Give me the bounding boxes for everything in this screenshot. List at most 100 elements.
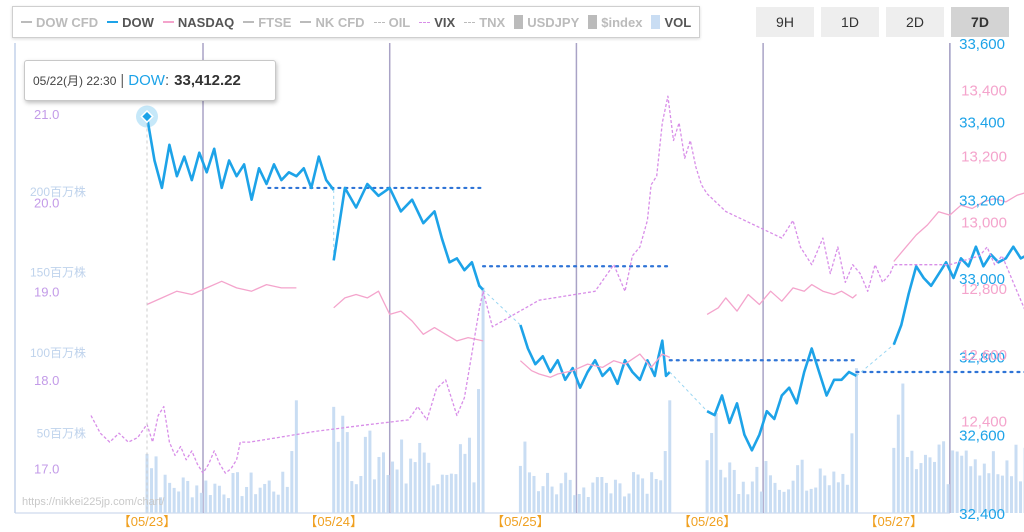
volume-bar <box>773 482 777 513</box>
volume-bar <box>258 487 262 513</box>
legend-item-index[interactable]: $index <box>588 15 642 30</box>
volume-bar <box>732 469 736 513</box>
volume-bar <box>431 485 435 513</box>
vix-axis-tick-label: 18.0 <box>34 373 59 388</box>
volume-bar <box>532 475 536 513</box>
x-axis-date-label: 【05/23】 <box>118 514 177 529</box>
legend-swatch <box>243 21 255 23</box>
dow-axis-tick-label: 33,000 <box>959 271 1005 288</box>
range-buttons: 9H 1D 2D 7D <box>756 7 1016 37</box>
volume-bar <box>933 461 937 513</box>
volume-bar <box>663 451 667 513</box>
volume-bar <box>654 478 658 513</box>
legend-label: NASDAQ <box>177 14 235 30</box>
volume-bar <box>714 413 718 513</box>
volume-bar <box>600 476 604 513</box>
volume-bar <box>208 495 212 513</box>
volume-bar <box>827 485 831 513</box>
range-button-9h[interactable]: 9H <box>756 7 814 37</box>
volume-bar <box>336 441 340 513</box>
legend-item-dow[interactable]: DOW <box>107 15 154 30</box>
volume-bar <box>231 473 235 513</box>
volume-bar <box>1005 460 1009 513</box>
volume-bar <box>272 491 276 513</box>
volume-bar <box>586 497 590 513</box>
volume-bar <box>896 414 900 513</box>
volume-bar <box>627 493 631 513</box>
volume-bar <box>555 494 559 513</box>
dow-axis-tick-label: 33,200 <box>959 193 1005 210</box>
nasdaq-line-session <box>893 192 1024 262</box>
legend-swatch <box>588 15 598 29</box>
volume-bar <box>285 486 289 513</box>
legend-swatch <box>21 21 32 23</box>
volume-bar <box>746 494 750 513</box>
range-button-7d[interactable]: 7D <box>951 7 1009 37</box>
dow-axis-tick-label: 32,600 <box>959 428 1005 445</box>
volume-bar <box>964 450 968 513</box>
volume-bar <box>845 484 849 513</box>
volume-bar <box>1000 475 1004 513</box>
volume-bar <box>568 479 572 513</box>
dow-line-session <box>145 116 335 201</box>
volume-bar <box>814 487 818 513</box>
volume-bar <box>668 400 672 513</box>
legend-item-nkcfd[interactable]: NK CFD <box>300 15 365 30</box>
volume-bar <box>901 383 905 513</box>
legend-item-oil[interactable]: OIL <box>373 15 410 30</box>
volume-bar <box>467 437 471 513</box>
nasdaq-axis-tick-label: 12,800 <box>961 281 1007 298</box>
volume-bar <box>523 441 527 513</box>
dow-line-session <box>519 324 671 389</box>
legend-item-nasdaq[interactable]: NASDAQ <box>162 14 235 30</box>
volume-bar <box>186 480 190 513</box>
volume-bar <box>832 471 836 513</box>
volume-bar <box>445 474 449 513</box>
legend-item-dowcfd[interactable]: DOW CFD <box>21 15 98 30</box>
volume-bar <box>458 444 462 513</box>
legend-swatch <box>514 15 524 29</box>
volume-bar <box>928 457 932 513</box>
volume-bar <box>404 483 408 513</box>
volume-bar <box>294 400 298 513</box>
range-button-1d[interactable]: 1D <box>821 7 879 37</box>
nasdaq-axis-tick-label: 13,400 <box>961 82 1007 99</box>
volume-bar <box>582 487 586 513</box>
volume-bar <box>427 462 431 513</box>
volume-bar <box>937 444 941 513</box>
volume-bar <box>892 447 896 513</box>
volume-bar <box>281 471 285 513</box>
volume-bar <box>477 389 481 513</box>
volume-bar <box>645 493 649 513</box>
legend-item-tnx[interactable]: TNX <box>464 15 505 30</box>
volume-bar <box>750 481 754 513</box>
volume-bar <box>226 498 230 513</box>
volume-bar <box>217 485 221 513</box>
volume-bar <box>836 482 840 513</box>
volume-bar <box>632 472 636 513</box>
x-axis-date-label: 【05/24】 <box>304 514 363 529</box>
legend-item-vix[interactable]: VIX <box>419 15 455 30</box>
volume-bar <box>254 494 258 513</box>
volume-bar <box>236 472 240 513</box>
legend-item-vol[interactable]: VOL <box>651 15 691 30</box>
volume-bar <box>791 480 795 513</box>
dow-line-session <box>706 347 858 452</box>
volume-axis-tick-label: 150百万株 <box>30 265 86 280</box>
dow-axis-tick-label: 33,600 <box>959 36 1005 53</box>
volume-axis-tick-label: 50百万株 <box>37 426 86 441</box>
volume-bar <box>759 491 763 513</box>
legend-item-usdjpy[interactable]: USDJPY <box>514 15 579 30</box>
legend-label: TNX <box>479 14 506 30</box>
legend-swatch <box>373 21 385 23</box>
nasdaq-axis-tick-label: 13,000 <box>961 215 1007 232</box>
legend-item-ftse[interactable]: FTSE <box>243 15 291 30</box>
range-button-2d[interactable]: 2D <box>886 7 944 37</box>
x-axis-date-label: 【05/27】 <box>865 514 924 529</box>
volume-bar <box>764 461 768 513</box>
nasdaq-axis-tick-label: 13,200 <box>961 149 1007 166</box>
volume-bar <box>550 486 554 513</box>
x-axis-date-label: 【05/26】 <box>678 514 737 529</box>
volume-bar <box>1014 444 1018 513</box>
